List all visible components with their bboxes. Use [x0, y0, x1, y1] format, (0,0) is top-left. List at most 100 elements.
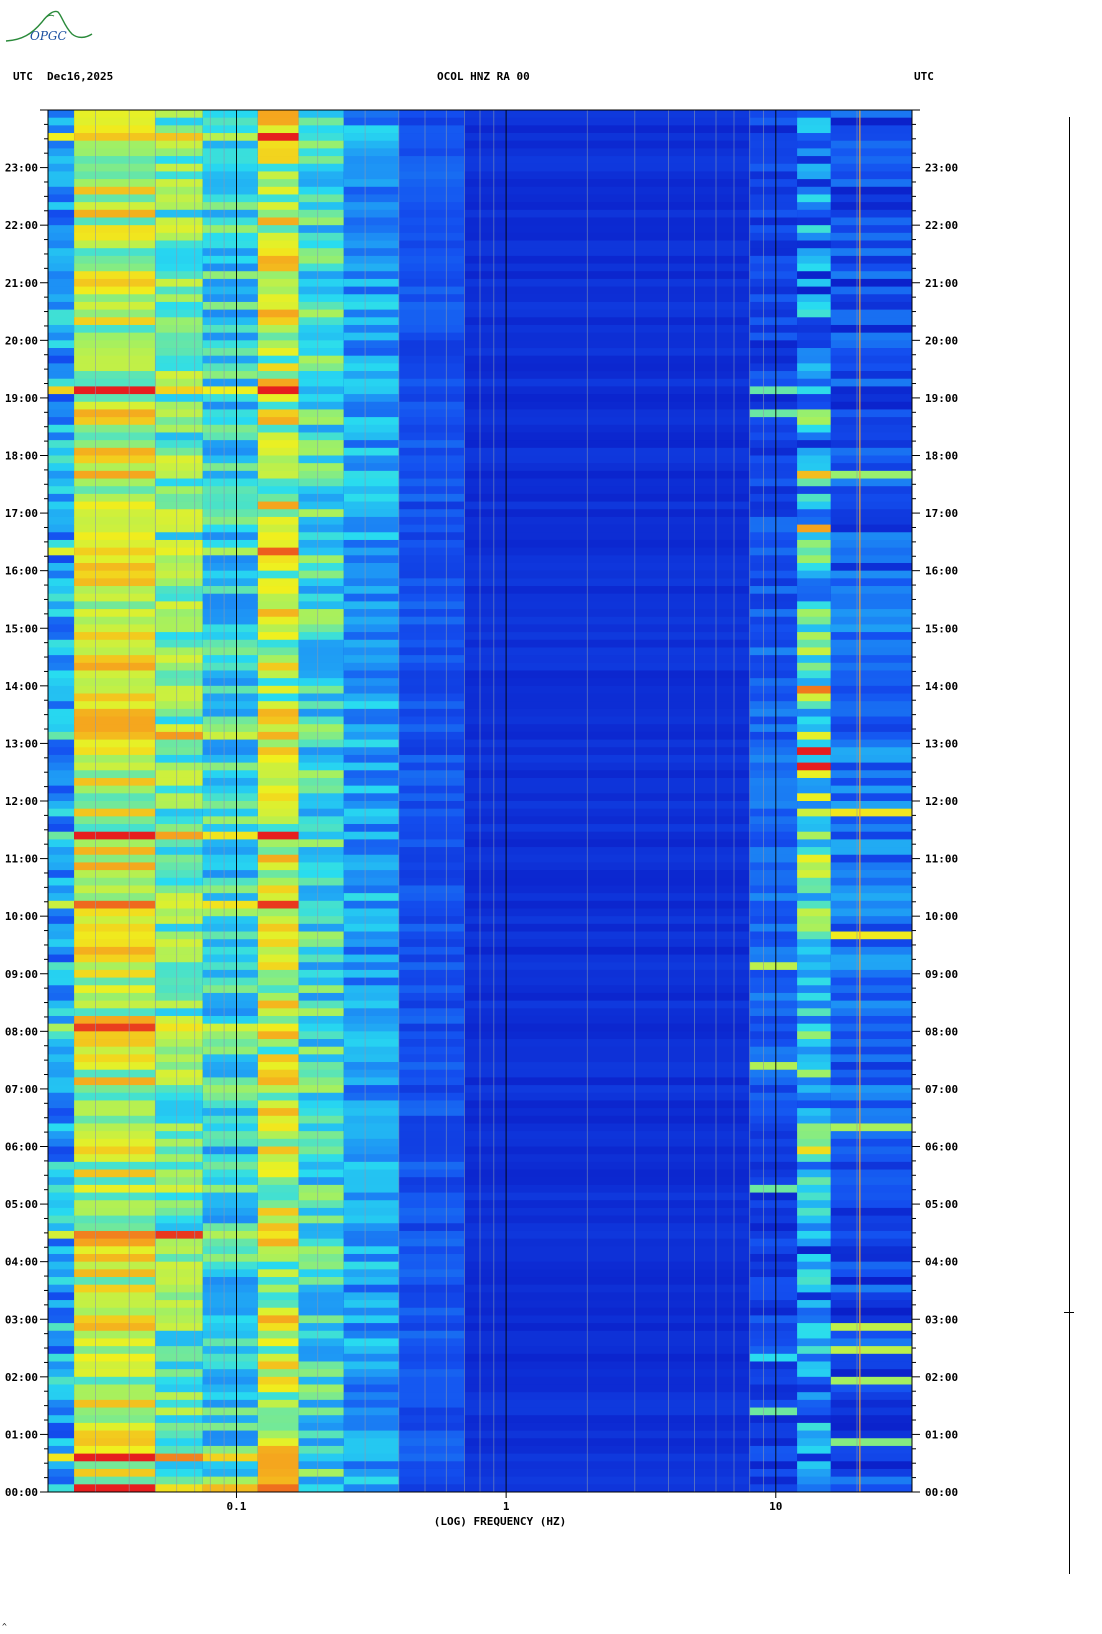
spectrogram-cell	[257, 255, 299, 264]
spectrogram-cell	[398, 1108, 465, 1117]
spectrogram-cell	[749, 1169, 798, 1178]
spectrogram-cell	[48, 877, 75, 886]
spectrogram-cell	[257, 624, 299, 633]
spectrogram-cell	[155, 286, 203, 295]
spectrogram-cell	[48, 1369, 75, 1378]
spectrogram-cell	[298, 639, 344, 648]
spectrogram-cell	[202, 916, 258, 925]
spectrogram-cell	[155, 509, 203, 518]
spectrogram-cell	[74, 140, 156, 149]
spectrogram-cell	[797, 432, 831, 441]
spectrogram-cell	[343, 440, 399, 449]
spectrogram-cell	[749, 946, 798, 955]
spectrogram-cell	[202, 1277, 258, 1286]
spectrogram-cell	[257, 532, 299, 541]
spectrogram-cell	[797, 854, 831, 863]
spectrogram-cell	[830, 609, 912, 618]
spectrogram-cell	[749, 1445, 798, 1455]
spectrogram-cell	[343, 340, 399, 349]
spectrogram-cell	[48, 1292, 75, 1301]
spectrogram-cell	[343, 1015, 399, 1025]
spectrogram-cell	[155, 294, 203, 303]
spectrogram-cell	[298, 363, 344, 372]
spectrogram-cell	[257, 670, 299, 679]
spectrogram-cell	[343, 133, 399, 142]
spectrogram-cell	[202, 324, 258, 334]
spectrogram-cell	[155, 1115, 203, 1124]
spectrogram-cell	[343, 209, 399, 218]
spectrogram-cell	[202, 417, 258, 426]
spectrogram-cell	[749, 1177, 798, 1186]
spectrogram-cell	[830, 1261, 912, 1270]
spectrogram-cell	[830, 1192, 912, 1201]
spectrogram-cell	[298, 194, 344, 203]
spectrogram-cell	[257, 463, 299, 472]
spectrogram-cell	[74, 1392, 156, 1401]
spectrogram-cell	[797, 1392, 831, 1401]
spectrogram-cell	[298, 501, 344, 510]
spectrogram-cell	[48, 539, 75, 549]
spectrogram-cell	[343, 1046, 399, 1055]
spectrogram-cell	[74, 1123, 156, 1132]
spectrogram-cell	[464, 1161, 750, 1170]
spectrogram-cell	[830, 1015, 912, 1025]
spectrogram-cell	[298, 179, 344, 188]
spectrogram-cell	[797, 885, 831, 894]
spectrogram-cell	[464, 294, 750, 303]
spectrogram-cell	[202, 1269, 258, 1278]
spectrogram-cell	[257, 1253, 299, 1263]
spectrogram-cell	[749, 1069, 798, 1078]
spectrogram-cell	[298, 386, 344, 395]
spectrogram-cell	[797, 1054, 831, 1063]
spectrogram-cell	[298, 371, 344, 380]
spectrogram-cell	[74, 1215, 156, 1224]
spectrogram-cell	[398, 324, 465, 334]
spectrogram-cell	[343, 478, 399, 487]
spectrogram-cell	[298, 478, 344, 487]
spectrogram-cell	[797, 824, 831, 833]
spectrogram-cell	[343, 1384, 399, 1393]
spectrogram-cell	[48, 163, 75, 172]
spectrogram-cell	[257, 432, 299, 441]
spectrogram-cell	[74, 908, 156, 917]
spectrogram-cell	[298, 1261, 344, 1270]
spectrogram-cell	[343, 163, 399, 172]
spectrogram-cell	[202, 1484, 258, 1493]
spectrogram-cell	[464, 962, 750, 971]
spectrogram-cell	[48, 1361, 75, 1370]
spectrogram-cell	[298, 301, 344, 311]
spectrogram-cell	[398, 1046, 465, 1055]
spectrogram-cell	[398, 916, 465, 925]
spectrogram-cell	[464, 1300, 750, 1309]
spectrogram-cell	[48, 1077, 75, 1086]
spectrogram-cell	[398, 1261, 465, 1270]
spectrogram-cell	[464, 524, 750, 533]
spectrogram-cell	[155, 209, 203, 218]
spectrogram-cell	[202, 386, 258, 395]
spectrogram-cell	[749, 739, 798, 748]
spectrogram-cell	[202, 1430, 258, 1439]
spectrogram-cell	[797, 332, 831, 341]
spectrogram-cell	[797, 140, 831, 149]
spectrogram-cell	[257, 1123, 299, 1132]
spectrogram-cell	[257, 1300, 299, 1309]
spectrogram-cell	[48, 1169, 75, 1178]
spectrogram-cell	[202, 801, 258, 810]
spectrogram-cell	[343, 1422, 399, 1431]
spectrogram-cell	[257, 478, 299, 487]
spectrogram-cell	[48, 931, 75, 940]
spectrogram-cell	[749, 232, 798, 241]
spectrogram-cell	[74, 125, 156, 134]
spectrogram-cell	[155, 939, 203, 948]
spectrogram-cell	[74, 916, 156, 925]
spectrogram-cell	[464, 570, 750, 579]
spectrogram-cell	[830, 1100, 912, 1109]
spectrogram-cell	[257, 1039, 299, 1048]
spectrogram-cell	[155, 417, 203, 426]
spectrogram-cell	[298, 939, 344, 948]
spectrogram-cell	[749, 885, 798, 894]
spectrogram-cell	[749, 409, 798, 418]
spectrogram-cell	[749, 923, 798, 932]
spectrogram-cell	[155, 255, 203, 264]
spectrogram-cell	[830, 716, 912, 725]
